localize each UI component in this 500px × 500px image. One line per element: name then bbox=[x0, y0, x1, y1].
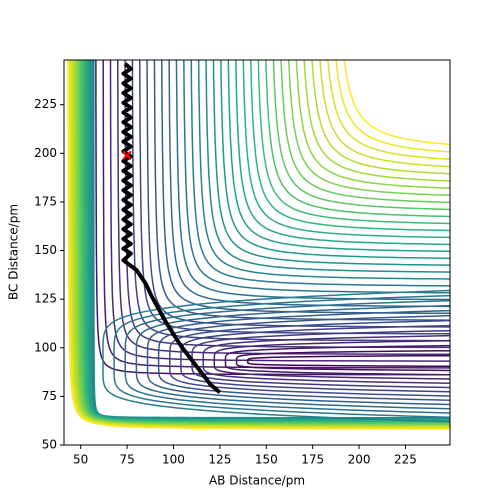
x-tick-label: 200 bbox=[348, 453, 371, 467]
x-tick-label: 150 bbox=[255, 453, 278, 467]
contour-line bbox=[205, 60, 450, 273]
x-axis-label: AB Distance/pm bbox=[209, 474, 305, 488]
contour-line bbox=[146, 60, 450, 328]
y-tick-label: 50 bbox=[42, 438, 57, 452]
contour-line bbox=[280, 60, 450, 204]
contour-line bbox=[168, 60, 450, 308]
x-tick-label: 125 bbox=[208, 453, 231, 467]
x-tick-label: 175 bbox=[301, 453, 324, 467]
start-marker bbox=[122, 150, 132, 160]
contour-line bbox=[327, 60, 450, 160]
contour-line bbox=[190, 60, 450, 287]
x-tick-label: 100 bbox=[162, 453, 185, 467]
contour-line bbox=[288, 60, 450, 196]
contour-line bbox=[95, 60, 450, 376]
contour-line bbox=[343, 60, 450, 146]
y-tick-label: 225 bbox=[34, 97, 57, 111]
contour-line bbox=[124, 299, 450, 414]
contour-line bbox=[257, 60, 450, 225]
contour-line bbox=[227, 60, 450, 253]
contour-line bbox=[311, 60, 450, 175]
contour-line bbox=[242, 60, 450, 239]
contour-line bbox=[335, 60, 450, 153]
contour-line bbox=[153, 60, 450, 321]
contour-line bbox=[224, 344, 450, 376]
contour-line bbox=[265, 60, 450, 218]
contour-line bbox=[197, 60, 450, 280]
contour-line bbox=[146, 309, 450, 406]
contour-line bbox=[113, 294, 450, 419]
trajectory-layer bbox=[121, 62, 222, 395]
contour-line bbox=[213, 339, 450, 380]
contour-line bbox=[117, 60, 450, 356]
plot-frame bbox=[63, 59, 451, 446]
contour-line bbox=[183, 60, 450, 294]
contour-line bbox=[131, 60, 450, 342]
trajectory bbox=[121, 62, 222, 395]
x-tick-label: 225 bbox=[394, 453, 417, 467]
x-tick-label: 75 bbox=[119, 453, 134, 467]
contour-line bbox=[212, 60, 450, 266]
y-tick-label: 150 bbox=[34, 243, 57, 257]
contour-line bbox=[249, 60, 450, 232]
contour-line bbox=[67, 60, 450, 430]
contour-line bbox=[303, 60, 450, 182]
y-tick-label: 175 bbox=[34, 194, 57, 208]
contour-line bbox=[88, 60, 450, 421]
contour-line bbox=[102, 289, 450, 423]
y-tick-label: 75 bbox=[42, 389, 57, 403]
contour-line bbox=[319, 60, 450, 168]
contour-line bbox=[202, 334, 450, 384]
contour-line bbox=[220, 60, 450, 260]
y-tick-label: 100 bbox=[34, 340, 57, 354]
contour-line bbox=[295, 60, 450, 189]
contour-line bbox=[246, 354, 450, 368]
contour-line bbox=[102, 60, 450, 369]
contour-line bbox=[235, 60, 450, 246]
x-tick-label: 50 bbox=[73, 453, 88, 467]
contour-lines bbox=[67, 60, 450, 430]
contour-line bbox=[169, 319, 450, 397]
contour-line bbox=[109, 60, 450, 362]
contour-line bbox=[272, 60, 450, 211]
contour-line bbox=[235, 349, 450, 372]
contour-line bbox=[157, 314, 450, 401]
y-axis-label: BC Distance/pm bbox=[7, 204, 21, 300]
y-tick-label: 125 bbox=[34, 292, 57, 306]
contour-line bbox=[180, 324, 450, 393]
y-tick-label: 200 bbox=[34, 146, 57, 160]
